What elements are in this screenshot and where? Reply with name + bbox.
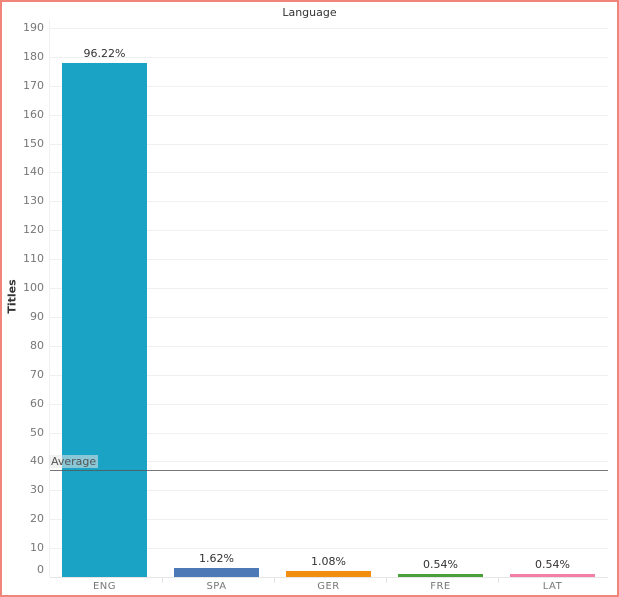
x-axis-baseline	[50, 577, 608, 578]
y-tick-label: 60	[30, 397, 44, 410]
y-tick-label: 190	[23, 21, 44, 34]
x-category-label: SPA	[206, 581, 227, 592]
bar-value-label: 0.54%	[423, 558, 458, 572]
bar-fre[interactable]	[398, 574, 483, 577]
gridline	[50, 28, 608, 29]
gridline	[50, 288, 608, 289]
y-tick-label: 30	[30, 483, 44, 496]
gridline	[50, 86, 608, 87]
category-separator	[274, 577, 275, 583]
gridline	[50, 519, 608, 520]
category-separator	[498, 577, 499, 583]
gridline	[50, 317, 608, 318]
gridline	[50, 404, 608, 405]
x-category-label: ENG	[92, 581, 117, 592]
average-reference-line	[50, 470, 608, 471]
x-category-label: GER	[317, 581, 340, 592]
bar-eng[interactable]	[62, 62, 147, 577]
bar-lat[interactable]	[510, 574, 595, 577]
gridline	[50, 144, 608, 145]
y-tick-label: 40	[30, 454, 44, 467]
bar-ger[interactable]	[286, 571, 371, 577]
y-tick-label: 80	[30, 339, 44, 352]
y-tick-label: 170	[23, 79, 44, 92]
gridline	[50, 375, 608, 376]
gridline	[50, 201, 608, 202]
chart-title: Language	[282, 6, 337, 19]
y-axis-line	[49, 20, 50, 577]
gridline	[50, 57, 608, 58]
bar-value-label: 96.22%	[83, 46, 126, 60]
category-separator	[386, 577, 387, 583]
y-tick-label: 180	[23, 50, 44, 63]
y-tick-label: 110	[23, 252, 44, 265]
y-tick-label: 120	[23, 223, 44, 236]
bar-value-label: 1.62%	[199, 552, 234, 566]
gridline	[50, 346, 608, 347]
y-tick-label: 100	[23, 281, 44, 294]
y-tick-label: 50	[30, 426, 44, 439]
x-category-label: FRE	[430, 581, 451, 592]
bar-value-label: 0.54%	[535, 558, 570, 572]
bar-spa[interactable]	[174, 568, 259, 577]
gridline	[50, 230, 608, 231]
y-tick-label: 10	[30, 541, 44, 554]
gridline	[50, 172, 608, 173]
gridline	[50, 548, 608, 549]
y-tick-label: 130	[23, 194, 44, 207]
x-category-label: LAT	[542, 581, 563, 592]
bar-value-label: 1.08%	[311, 555, 346, 569]
gridline	[50, 115, 608, 116]
category-separator	[162, 577, 163, 583]
y-tick-label: 160	[23, 108, 44, 121]
y-tick-label: 150	[23, 137, 44, 150]
y-tick-label: 90	[30, 310, 44, 323]
y-tick-label: 140	[23, 165, 44, 178]
gridline	[50, 433, 608, 434]
average-label: Average	[49, 455, 99, 468]
gridline	[50, 490, 608, 491]
y-tick-label: 0	[37, 563, 44, 576]
y-tick-label: 20	[30, 512, 44, 525]
gridline	[50, 461, 608, 462]
y-tick-label: 70	[30, 368, 44, 381]
gridline	[50, 259, 608, 260]
